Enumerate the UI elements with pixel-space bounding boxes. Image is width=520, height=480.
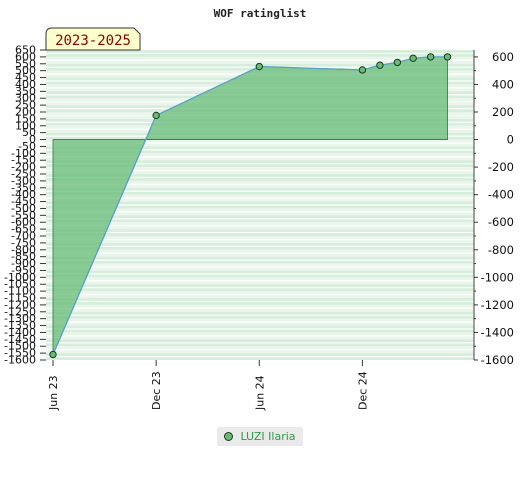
- y-right-tick-label: -1600: [481, 353, 514, 367]
- data-point: [376, 61, 384, 69]
- y-left-tick-label: -400: [11, 188, 36, 201]
- data-point: [255, 62, 263, 71]
- y-right-tick-label: -1400: [481, 325, 514, 339]
- y-axis-right: 600 400 200 0 -200 -400 -600 -800 -1000 -1200 -140…: [473, 50, 514, 367]
- y-right-tick-label: -200: [488, 160, 514, 174]
- y-right-tick-label: -400: [488, 188, 514, 202]
- data-point: [409, 54, 417, 62]
- data-point: [443, 53, 452, 61]
- y-left-tick-label: -1250: [4, 305, 36, 318]
- y-left-tick-label: 500: [15, 64, 36, 77]
- y-left-tick-label: -200: [11, 161, 36, 174]
- y-left-tick-label: 250: [15, 99, 36, 112]
- y-left-tick-label: 600: [15, 50, 36, 63]
- y-left-tick-label: -1400: [4, 326, 36, 339]
- y-left-tick-label: -150: [11, 154, 36, 167]
- y-left-tick-label: -1350: [4, 319, 36, 332]
- y-right-tick-label: -600: [488, 215, 514, 229]
- y-left-tick-label: -950: [11, 264, 36, 277]
- y-right-tick-label: 600: [492, 50, 514, 64]
- y-left-tick-label: 350: [15, 85, 36, 98]
- y-left-tick-label: -500: [11, 202, 36, 215]
- y-left-tick-label: -100: [11, 147, 36, 160]
- y-left-tick-label: -750: [11, 236, 36, 249]
- y-left-tick-label: -1050: [4, 278, 36, 291]
- x-tick-label: Jun 23: [47, 375, 60, 411]
- y-right-tick-label: 400: [492, 77, 514, 91]
- y-left-tick-label: -1200: [4, 298, 36, 311]
- y-right-tick-label: -1200: [481, 298, 514, 312]
- y-left-tick-label: -600: [11, 216, 36, 229]
- data-point: [49, 350, 57, 359]
- y-left-tick-label: 450: [15, 71, 36, 84]
- y-left-tick-label: -350: [11, 181, 36, 194]
- data-point: [152, 111, 160, 120]
- data-point: [426, 53, 435, 61]
- y-left-tick-label: -1000: [4, 271, 36, 284]
- y-left-tick-label: -700: [11, 230, 36, 243]
- y-left-tick-label: -900: [11, 257, 36, 270]
- period-badge-text: 2023-2025: [55, 33, 131, 49]
- y-left-tick-label: -1150: [4, 292, 36, 305]
- period-badge: 2023-2025: [45, 27, 141, 51]
- y-right-tick-label: -800: [488, 243, 514, 257]
- y-right-tick-label: -1000: [481, 270, 514, 284]
- x-axis: Jun 23 Dec 23 Jun 24 Dec 24: [47, 360, 369, 411]
- y-left-tick-label: 150: [15, 112, 36, 125]
- legend-series-name: LUZI Ilaria: [240, 430, 296, 443]
- y-left-tick-label: -800: [11, 243, 36, 256]
- y-left-tick-label: -650: [11, 223, 36, 236]
- y-left-tick-label: 650: [15, 44, 36, 57]
- y-left-tick-label: -50: [18, 140, 36, 153]
- y-left-tick-label: -550: [11, 209, 36, 222]
- y-left-tick-label: 550: [15, 57, 36, 70]
- x-tick-label: Jun 24: [253, 375, 266, 411]
- y-left-tick-label: 50: [22, 126, 36, 139]
- y-left-tick-label: -1100: [4, 285, 36, 298]
- y-left-tick-label: 300: [15, 92, 36, 105]
- y-right-tick-label: 200: [492, 105, 514, 119]
- legend[interactable]: LUZI Ilaria: [217, 427, 303, 446]
- y-left-tick-label: -1550: [4, 347, 36, 360]
- y-left-tick-label: -1450: [4, 333, 36, 346]
- y-left-tick-label: -1300: [4, 312, 36, 325]
- x-tick-label: Dec 23: [150, 371, 163, 410]
- plot-area: [46, 50, 474, 360]
- chart-title: WOF ratinglist: [214, 7, 307, 20]
- x-tick-label: Dec 24: [356, 371, 369, 410]
- y-left-tick-label: -300: [11, 174, 36, 187]
- period-badge-shape: [45, 27, 141, 51]
- y-left-tick-label: 400: [15, 78, 36, 91]
- data-point: [358, 66, 367, 74]
- y-left-tick-label: 200: [15, 106, 36, 119]
- y-left-tick-label: -1600: [4, 354, 36, 367]
- legend-marker-icon: [224, 432, 234, 441]
- y-right-tick-label: 0: [507, 133, 514, 147]
- y-left-tick-label: -250: [11, 168, 36, 181]
- y-axis-left: 650600550500450400350300250200150100500-…: [4, 44, 46, 367]
- y-left-tick-label: 0: [29, 133, 36, 146]
- data-point: [393, 58, 402, 67]
- y-left-tick-label: -1500: [4, 340, 36, 353]
- y-left-tick-label: 100: [15, 119, 36, 132]
- y-left-tick-label: -850: [11, 250, 36, 263]
- y-left-tick-label: -450: [11, 195, 36, 208]
